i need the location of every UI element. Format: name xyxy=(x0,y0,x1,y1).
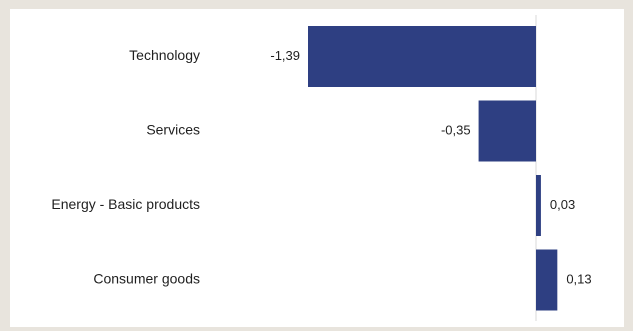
category-label-services: Services xyxy=(146,122,200,138)
bars-group xyxy=(308,26,558,311)
bar-consumer-goods xyxy=(536,249,558,311)
bar-technology xyxy=(308,26,536,87)
chart-panel: Technology Services Energy - Basic product… xyxy=(10,9,624,327)
value-labels-group: -1,39 -0,35 0,03 0,13 xyxy=(270,48,591,287)
category-label-energy-basic-products: Energy - Basic products xyxy=(51,196,200,212)
category-labels-group: Technology Services Energy - Basic product… xyxy=(51,47,200,287)
category-label-technology: Technology xyxy=(129,47,200,63)
bar-chart: Technology Services Energy - Basic product… xyxy=(51,15,592,321)
value-label-consumer-goods: 0,13 xyxy=(566,271,591,286)
bar-services xyxy=(478,100,536,162)
bar-energy-basic-products xyxy=(536,175,541,236)
value-label-technology: -1,39 xyxy=(270,48,300,63)
value-label-energy-basic-products: 0,03 xyxy=(550,197,575,212)
value-label-services: -0,35 xyxy=(441,122,471,137)
category-label-consumer-goods: Consumer goods xyxy=(93,271,200,287)
